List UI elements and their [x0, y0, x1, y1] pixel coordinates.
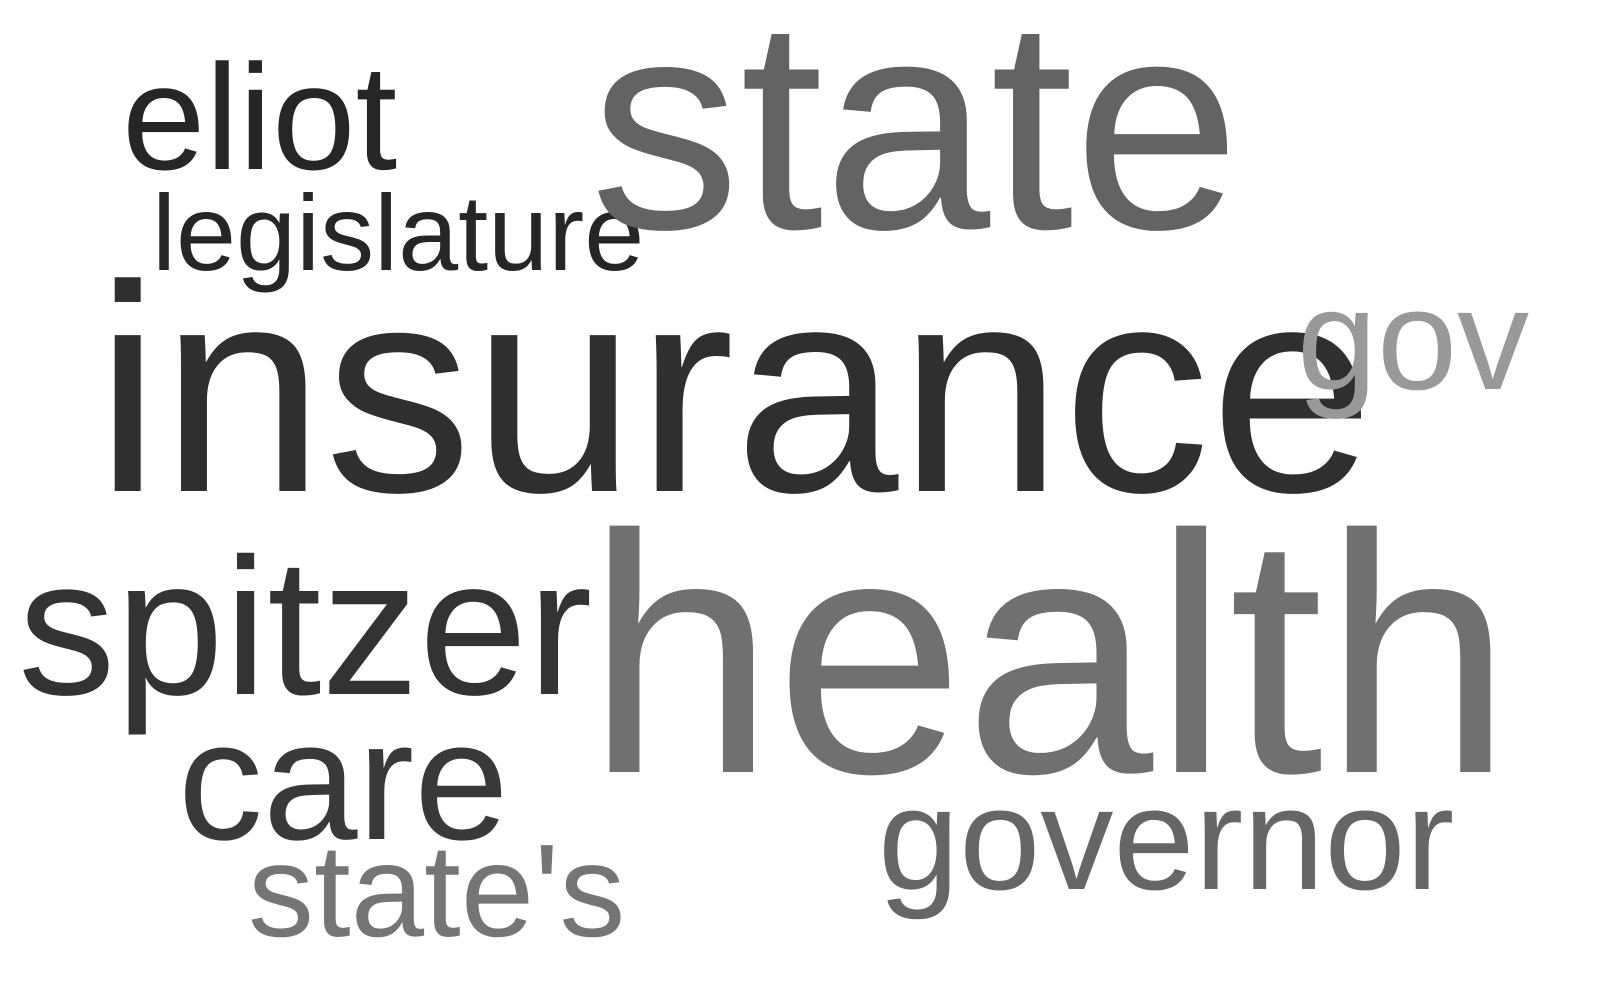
word-care: care: [178, 686, 509, 876]
word-insurance: insurance: [95, 224, 1375, 554]
word-state: state: [590, 0, 1241, 292]
word-gov: gov: [1297, 259, 1530, 420]
word-health: health: [586, 465, 1513, 845]
word-states: state's: [248, 817, 626, 964]
word-governor: governor: [878, 757, 1455, 920]
word-eliot: eliot: [122, 33, 398, 201]
word-legislature: legislature: [152, 172, 645, 293]
word-spitzer: spitzer: [18, 518, 593, 736]
